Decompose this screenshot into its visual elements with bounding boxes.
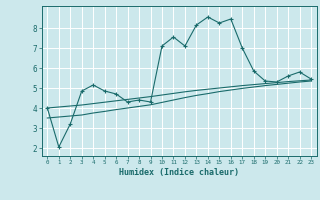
X-axis label: Humidex (Indice chaleur): Humidex (Indice chaleur) [119, 168, 239, 177]
